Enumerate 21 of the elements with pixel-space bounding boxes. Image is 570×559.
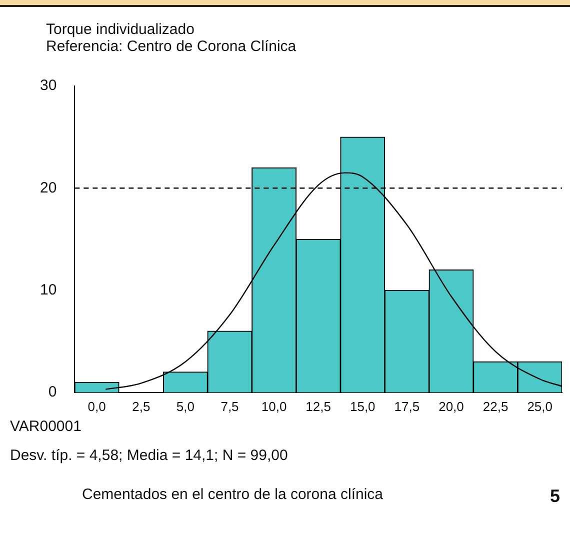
y-tick-label: 20 xyxy=(40,179,57,196)
text: Cementados en el centro de la corona clínica xyxy=(82,486,384,505)
x-tick-label: 2,5 xyxy=(132,398,150,414)
x-tick-label: 7,5 xyxy=(220,398,239,414)
x-tick-label: 12,5 xyxy=(306,398,331,414)
text: 5 xyxy=(550,486,560,507)
y-tick-label: 30 xyxy=(40,77,57,94)
chart-title: Torque individualizado xyxy=(46,21,196,38)
x-tick-label: 25,0 xyxy=(527,398,553,414)
x-axis-title: VAR00001 xyxy=(9,418,82,435)
x-tick-label: 10,0 xyxy=(261,398,287,414)
y-tick-label: 10 xyxy=(40,281,57,298)
y-tick-label: 0 xyxy=(48,384,57,401)
x-tick-label: 5,0 xyxy=(176,398,194,414)
chart-subtitle: Referencia: Centro de Corona Clínica xyxy=(46,38,298,55)
x-tick-label: 15,0 xyxy=(350,398,376,414)
x-tick-label: 22,5 xyxy=(482,398,508,414)
x-tick-label: 20,0 xyxy=(438,398,464,414)
x-tick-label: 17,5 xyxy=(394,398,420,414)
x-tick-label: 0,0 xyxy=(88,398,106,414)
text: Desv. típ. = 4,58; Media = 14,1; N = 99,00 xyxy=(9,447,289,464)
